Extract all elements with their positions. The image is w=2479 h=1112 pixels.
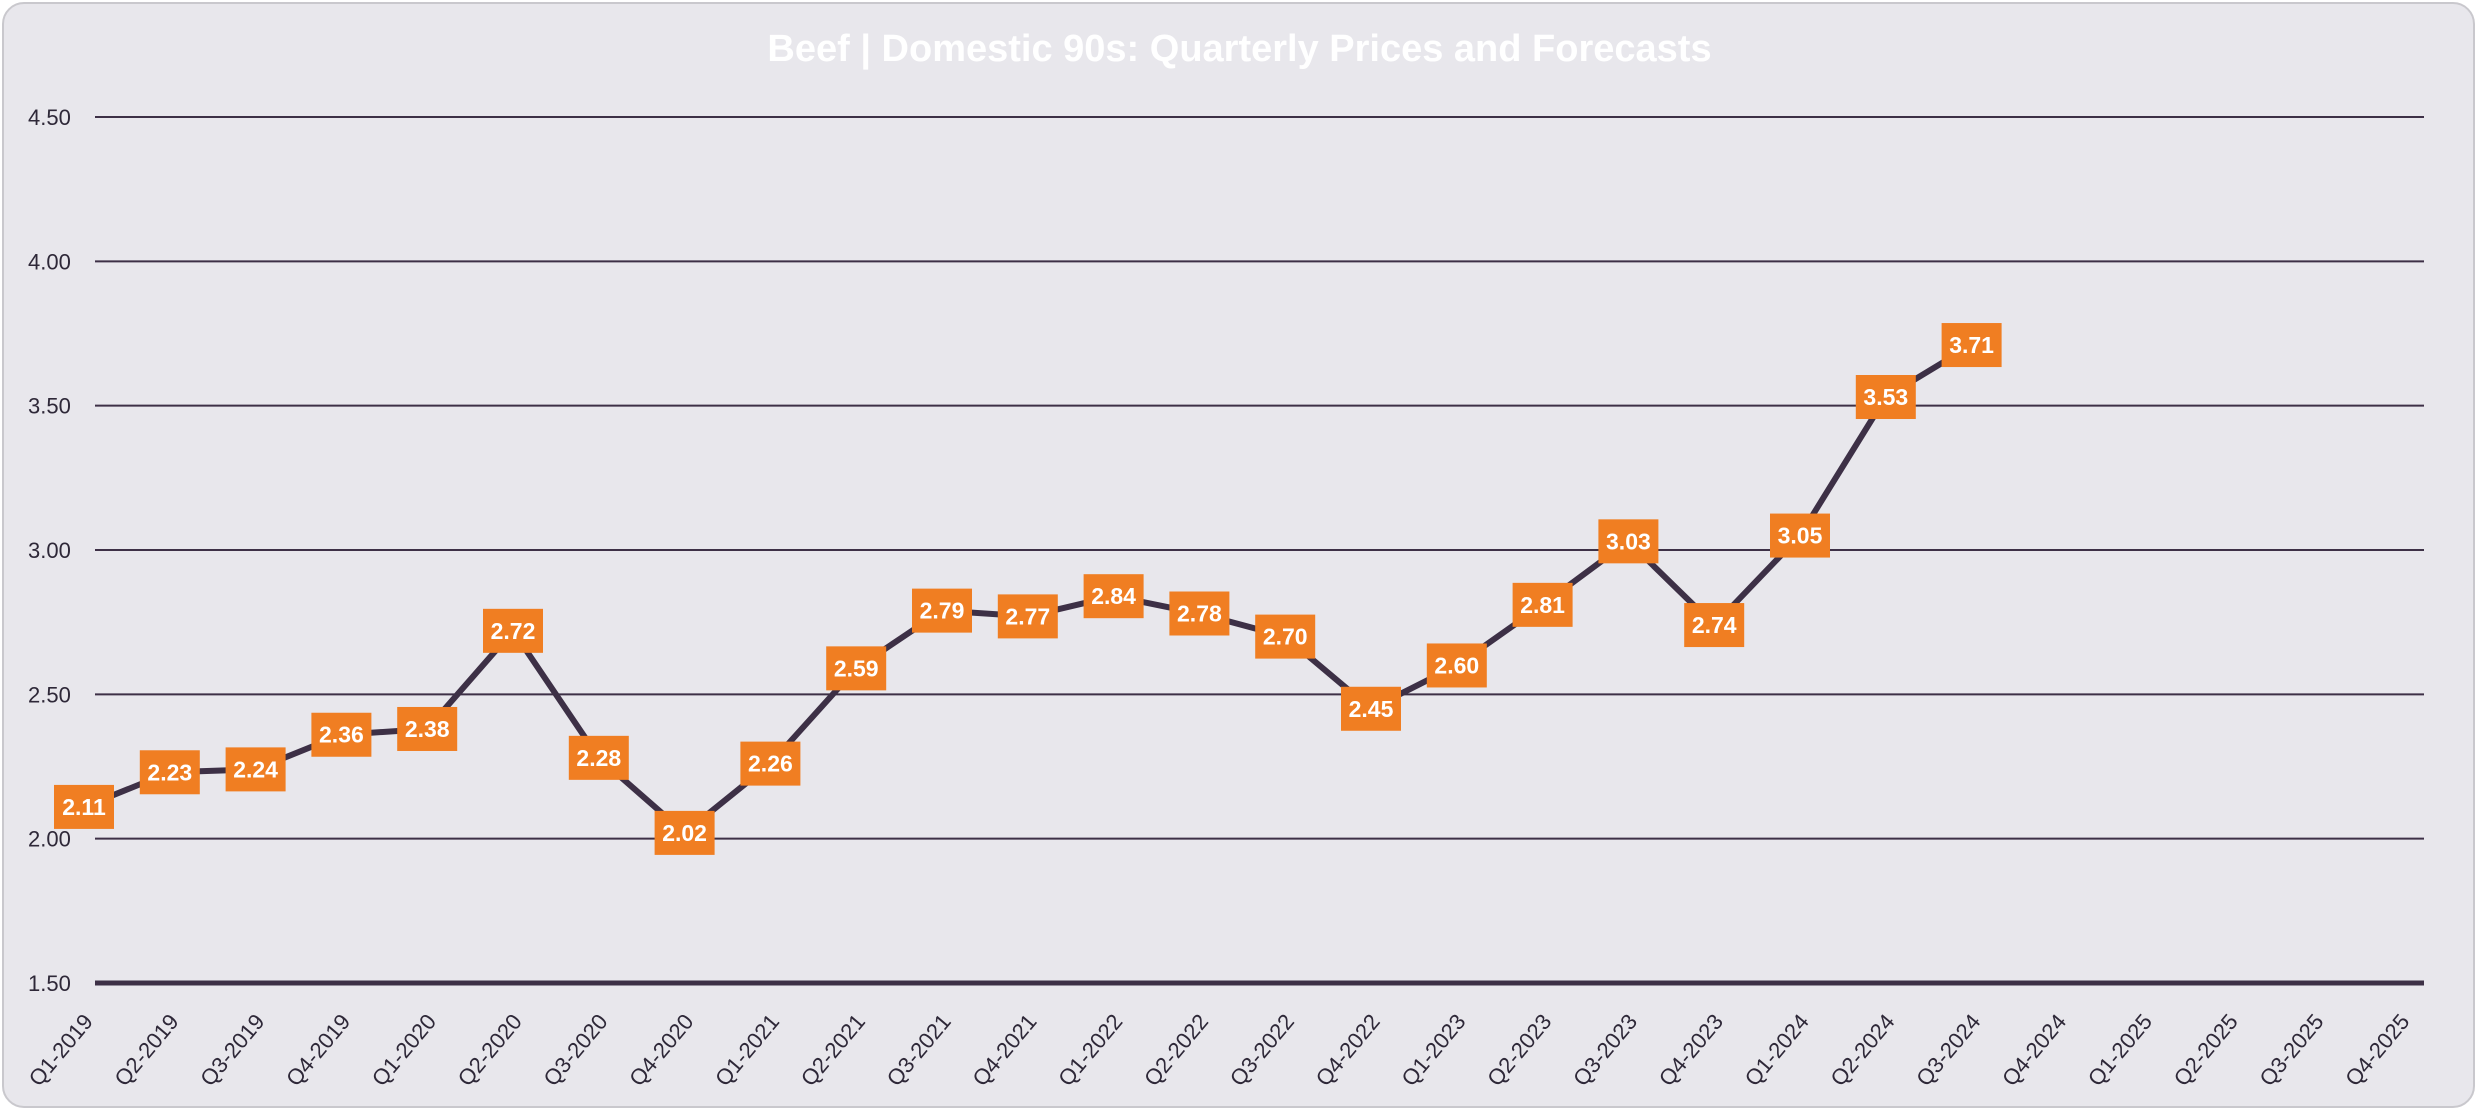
data-label-box — [1512, 582, 1573, 627]
data-label: 2.78 — [1177, 601, 1222, 627]
x-tick-label: Q1-2020 — [367, 1009, 441, 1091]
y-tick-label: 2.50 — [28, 682, 71, 707]
data-label: 2.28 — [576, 745, 621, 771]
data-label: 2.38 — [405, 716, 450, 742]
x-tick-label: Q2-2025 — [2169, 1009, 2243, 1091]
x-tick-label: Q1-2019 — [24, 1009, 98, 1091]
x-tick-label: Q3-2020 — [538, 1009, 612, 1091]
y-tick-label: 3.50 — [28, 394, 71, 419]
x-tick-label: Q4-2023 — [1654, 1009, 1728, 1091]
data-label: 3.03 — [1606, 528, 1651, 554]
x-tick-label: Q3-2024 — [1911, 1009, 1985, 1091]
data-label-box — [1855, 375, 1916, 420]
x-tick-label: Q1-2024 — [1740, 1009, 1814, 1091]
x-tick-label: Q3-2023 — [1568, 1009, 1642, 1091]
data-label: 2.11 — [62, 794, 106, 820]
data-label-box — [1341, 686, 1401, 731]
data-label-box — [139, 750, 200, 795]
y-tick-label: 1.50 — [28, 971, 71, 996]
data-label: 3.05 — [1778, 523, 1823, 549]
data-label-box — [1941, 323, 2002, 368]
data-label: 2.23 — [147, 759, 192, 785]
data-label-box — [1083, 574, 1144, 619]
data-label: 2.84 — [1091, 583, 1136, 609]
y-tick-label: 3.00 — [28, 538, 71, 563]
x-tick-label: Q2-2024 — [1825, 1009, 1899, 1091]
data-label: 2.72 — [491, 618, 536, 644]
data-label-box — [54, 784, 114, 829]
data-label-box — [654, 810, 715, 855]
x-tick-label: Q4-2024 — [1997, 1009, 2071, 1091]
x-tick-label: Q2-2019 — [109, 1009, 183, 1091]
data-label-box — [397, 706, 458, 751]
y-tick-label: 4.00 — [28, 249, 71, 274]
data-label: 2.77 — [1005, 603, 1050, 629]
data-label: 2.45 — [1349, 696, 1394, 722]
data-label-box — [1770, 513, 1830, 558]
data-label: 2.24 — [233, 756, 278, 782]
data-label-box — [225, 747, 286, 792]
chart-title: Beef | Domestic 90s: Quarterly Prices an… — [767, 28, 1712, 70]
x-tick-label: Q2-2022 — [1139, 1009, 1213, 1091]
y-tick-label: 2.00 — [28, 827, 71, 852]
data-label: 2.70 — [1263, 624, 1308, 650]
x-tick-label: Q3-2021 — [882, 1009, 956, 1091]
data-label: 2.79 — [920, 598, 965, 624]
x-tick-label: Q1-2023 — [1396, 1009, 1470, 1091]
x-tick-label: Q1-2025 — [2083, 1009, 2157, 1091]
data-label-box — [1255, 614, 1316, 659]
x-tick-label: Q1-2022 — [1053, 1009, 1127, 1091]
x-tick-label: Q2-2021 — [796, 1009, 870, 1091]
data-label: 2.74 — [1692, 612, 1737, 638]
data-label: 3.71 — [1949, 332, 1994, 358]
data-label-box — [1169, 591, 1230, 636]
data-label: 2.60 — [1434, 652, 1479, 678]
x-tick-label: Q2-2023 — [1482, 1009, 1556, 1091]
x-tick-label: Q4-2022 — [1311, 1009, 1385, 1091]
x-tick-label: Q4-2021 — [967, 1009, 1041, 1091]
data-label-box — [997, 594, 1058, 639]
data-label: 2.26 — [748, 751, 793, 777]
x-tick-label: Q4-2019 — [281, 1009, 355, 1091]
data-label-box — [826, 646, 887, 691]
data-label-box — [1426, 643, 1487, 688]
data-label: 3.53 — [1863, 384, 1908, 410]
data-label-box — [568, 735, 629, 780]
data-label-box — [1598, 519, 1659, 564]
data-label: 2.81 — [1520, 592, 1565, 618]
y-tick-label: 4.50 — [28, 105, 71, 130]
x-tick-label: Q3-2025 — [2254, 1009, 2328, 1091]
data-label-box — [311, 712, 372, 757]
x-tick-label: Q1-2021 — [710, 1009, 784, 1091]
data-label: 2.36 — [319, 722, 364, 748]
x-tick-label: Q2-2020 — [453, 1009, 527, 1091]
data-label: 2.59 — [834, 655, 879, 681]
data-label-box — [483, 608, 543, 653]
x-tick-label: Q4-2025 — [2340, 1009, 2414, 1091]
x-tick-label: Q3-2019 — [195, 1009, 269, 1091]
data-label-box — [912, 588, 972, 633]
series-line — [82, 342, 1974, 836]
x-tick-label: Q4-2020 — [624, 1009, 698, 1091]
data-label-box — [1684, 603, 1745, 648]
x-tick-label: Q3-2022 — [1225, 1009, 1299, 1091]
data-label: 2.02 — [662, 820, 707, 846]
data-label-box — [740, 741, 801, 786]
